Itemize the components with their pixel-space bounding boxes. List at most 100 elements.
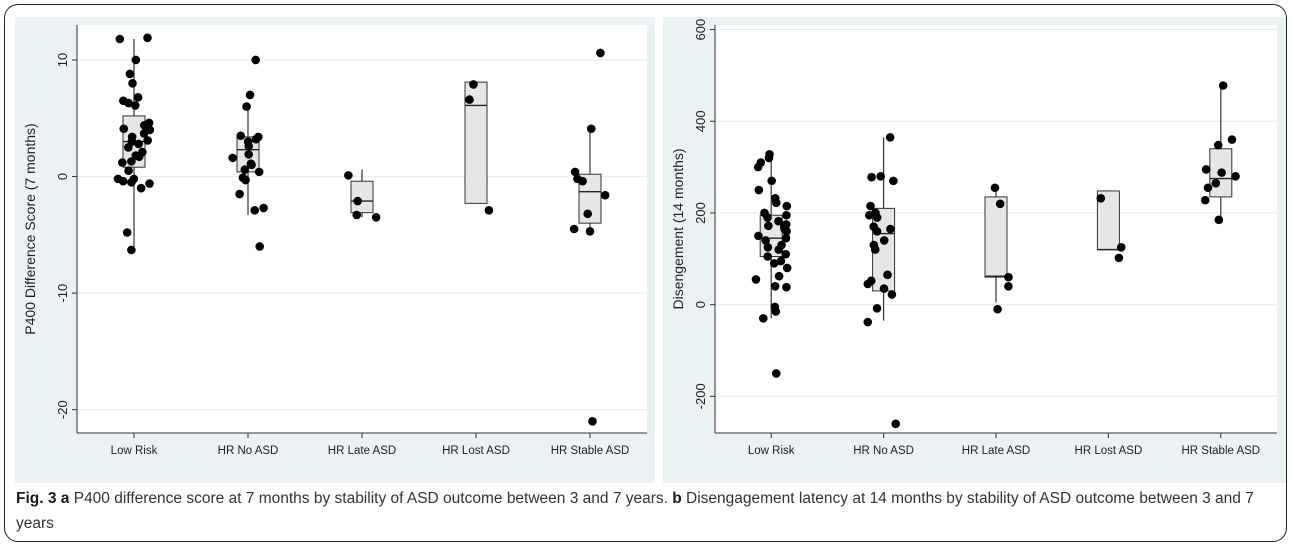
- data-point: [145, 179, 154, 188]
- data-point: [764, 153, 774, 163]
- data-point: [782, 282, 791, 292]
- data-point: [127, 178, 136, 187]
- data-point: [136, 183, 146, 193]
- box: [984, 196, 1008, 278]
- data-point: [883, 270, 892, 280]
- box: [578, 173, 602, 224]
- data-point: [122, 228, 132, 237]
- data-point: [885, 133, 895, 142]
- y-tick-label: 200: [693, 202, 708, 224]
- data-point: [770, 282, 780, 291]
- data-point: [570, 167, 580, 177]
- data-point: [118, 158, 127, 167]
- data-point: [990, 183, 1000, 193]
- panel-b-chart: 600 400 200 0 -200 Disengement (14 months) Low…: [663, 17, 1286, 483]
- data-point: [872, 213, 882, 222]
- data-point: [371, 213, 381, 222]
- x-tick-label: HR No ASD: [218, 445, 279, 457]
- data-point: [1211, 178, 1221, 188]
- data-point: [763, 243, 773, 252]
- data-point: [771, 369, 781, 378]
- data-point: [124, 98, 133, 108]
- data-point: [993, 304, 1002, 314]
- data-point: [774, 271, 784, 281]
- data-point: [127, 157, 136, 166]
- y-tick-label: -200: [693, 383, 708, 409]
- y-tick-label: 600: [693, 19, 708, 41]
- data-point: [891, 419, 900, 429]
- figure-caption: Fig. 3 a P400 difference score at 7 mont…: [16, 486, 1278, 536]
- data-point: [1203, 183, 1213, 193]
- x-tick-label: HR Late ASD: [328, 445, 396, 457]
- data-point: [886, 224, 895, 234]
- data-point: [134, 152, 144, 162]
- data-point: [751, 275, 761, 284]
- data-point: [245, 90, 255, 100]
- data-point: [763, 252, 772, 261]
- data-point: [228, 153, 237, 163]
- data-point: [754, 231, 763, 241]
- caption-label: Fig. 3: [16, 490, 57, 507]
- data-point: [1116, 243, 1126, 252]
- data-point: [255, 242, 264, 251]
- data-point: [889, 176, 898, 186]
- data-point: [254, 167, 264, 177]
- plot-area: [77, 25, 647, 433]
- chart-a-svg: 10 0 -10 -20 P400 Difference Score (7 months…: [22, 25, 647, 457]
- data-point: [143, 136, 152, 145]
- data-point: [1227, 135, 1237, 144]
- y-tick-label: -10: [55, 284, 70, 303]
- data-point: [1096, 193, 1106, 203]
- data-point: [866, 201, 875, 211]
- data-point: [767, 176, 776, 186]
- data-point: [247, 160, 256, 170]
- data-point: [1214, 215, 1224, 225]
- data-point: [781, 233, 791, 243]
- caption-text-a: P400 difference score at 7 months by sta…: [69, 490, 673, 507]
- data-point: [118, 176, 128, 186]
- data-point: [776, 256, 786, 266]
- data-point: [754, 185, 764, 195]
- data-point: [1004, 272, 1013, 282]
- x-tick-label: HR Late ASD: [962, 445, 1030, 457]
- data-point: [241, 175, 250, 185]
- data-point: [782, 201, 792, 211]
- data-point: [244, 150, 253, 159]
- data-point: [781, 249, 791, 259]
- data-point: [469, 80, 478, 89]
- data-point: [761, 236, 770, 245]
- data-point: [864, 210, 874, 220]
- data-point: [771, 307, 781, 316]
- data-point: [235, 189, 244, 199]
- x-tick-label: Low Risk: [748, 445, 795, 457]
- data-point: [863, 317, 873, 327]
- caption-text-b: Disengagement latency at 14 months by st…: [16, 490, 1254, 532]
- y-tick-label: 400: [693, 110, 708, 132]
- caption-letter-b: b: [672, 490, 682, 507]
- data-point: [758, 314, 768, 323]
- data-point: [353, 196, 362, 206]
- data-point: [259, 203, 268, 213]
- data-point: [771, 198, 781, 208]
- data-point: [1218, 81, 1228, 90]
- data-point: [130, 101, 140, 110]
- data-point: [583, 209, 592, 219]
- y-tick-label: 0: [693, 301, 708, 308]
- figure-frame: 10 0 -10 -20 P400 Difference Score (7 months…: [4, 4, 1287, 542]
- data-point: [586, 124, 596, 134]
- data-point: [863, 279, 873, 289]
- data-point: [753, 162, 763, 172]
- data-point: [774, 216, 783, 226]
- x-tick-label: HR Stable ASD: [1181, 445, 1260, 457]
- data-point: [774, 245, 784, 254]
- data-point: [1200, 195, 1210, 205]
- y-axis-label: P400 Difference Score (7 months): [22, 123, 38, 334]
- data-point: [125, 69, 135, 79]
- data-point: [236, 131, 246, 141]
- data-point: [133, 92, 143, 102]
- data-point: [484, 206, 494, 215]
- y-axis-label: Disengement (14 months): [670, 148, 686, 309]
- data-point: [124, 143, 133, 152]
- data-point: [1201, 165, 1211, 174]
- data-point: [1004, 282, 1013, 291]
